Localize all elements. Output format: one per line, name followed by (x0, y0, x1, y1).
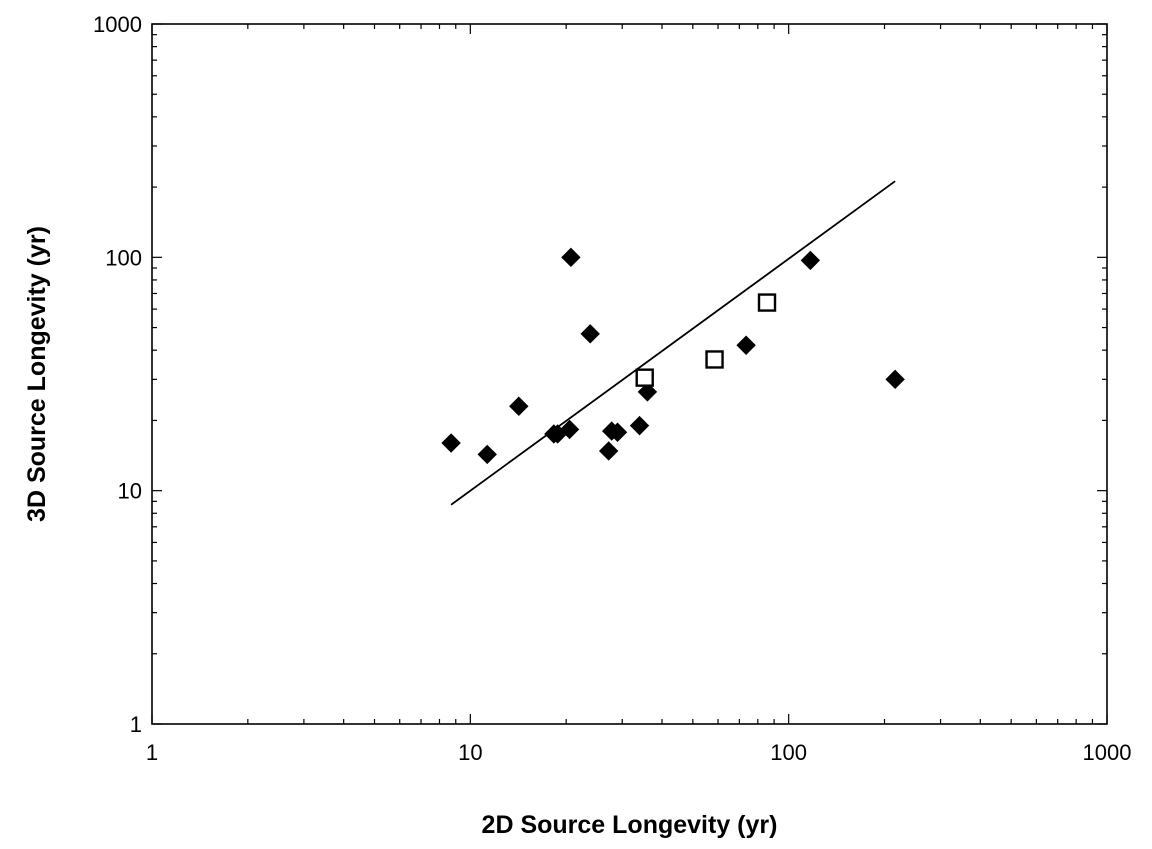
data-points (441, 247, 905, 465)
diamond-point (477, 444, 497, 465)
tick-labels: 1 10 100 1000 1 10 100 1000 (93, 12, 1131, 765)
trendline (450, 180, 896, 506)
x-axis-title: 2D Source Longevity (yr) (482, 811, 778, 839)
diamond-point (509, 396, 529, 416)
diamond-point (736, 335, 756, 355)
diamond-point (580, 324, 600, 344)
diamond-point (559, 419, 580, 440)
x-tick-label: 1000 (1083, 740, 1132, 765)
axis-ticks (151, 23, 1108, 725)
y-tick-label: 100 (105, 245, 142, 270)
y-axis-title: 3D Source Longevity (yr) (23, 226, 51, 522)
plot-frame (151, 23, 1108, 725)
diamond-point (885, 369, 905, 390)
diamond-point (637, 382, 658, 402)
diamond-point (607, 422, 628, 442)
diamond-point (598, 441, 619, 461)
plot-border (151, 23, 1108, 725)
x-tick-label: 10 (458, 740, 482, 765)
square-point (705, 350, 724, 369)
diamond-point (441, 433, 461, 453)
square-point (635, 368, 654, 387)
y-tick-label: 1 (130, 712, 142, 737)
square-point (757, 293, 777, 312)
y-tick-label: 1000 (93, 12, 142, 37)
diamond-point (561, 247, 581, 268)
x-tick-label: 100 (770, 740, 807, 765)
diamond-point (629, 415, 650, 436)
trendline-group (450, 180, 896, 506)
y-tick-label: 10 (118, 479, 142, 504)
diamond-point (800, 250, 821, 271)
x-tick-label: 1 (146, 740, 158, 765)
